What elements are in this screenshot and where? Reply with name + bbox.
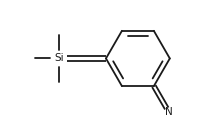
- Text: Si: Si: [54, 54, 64, 63]
- Text: N: N: [165, 107, 173, 117]
